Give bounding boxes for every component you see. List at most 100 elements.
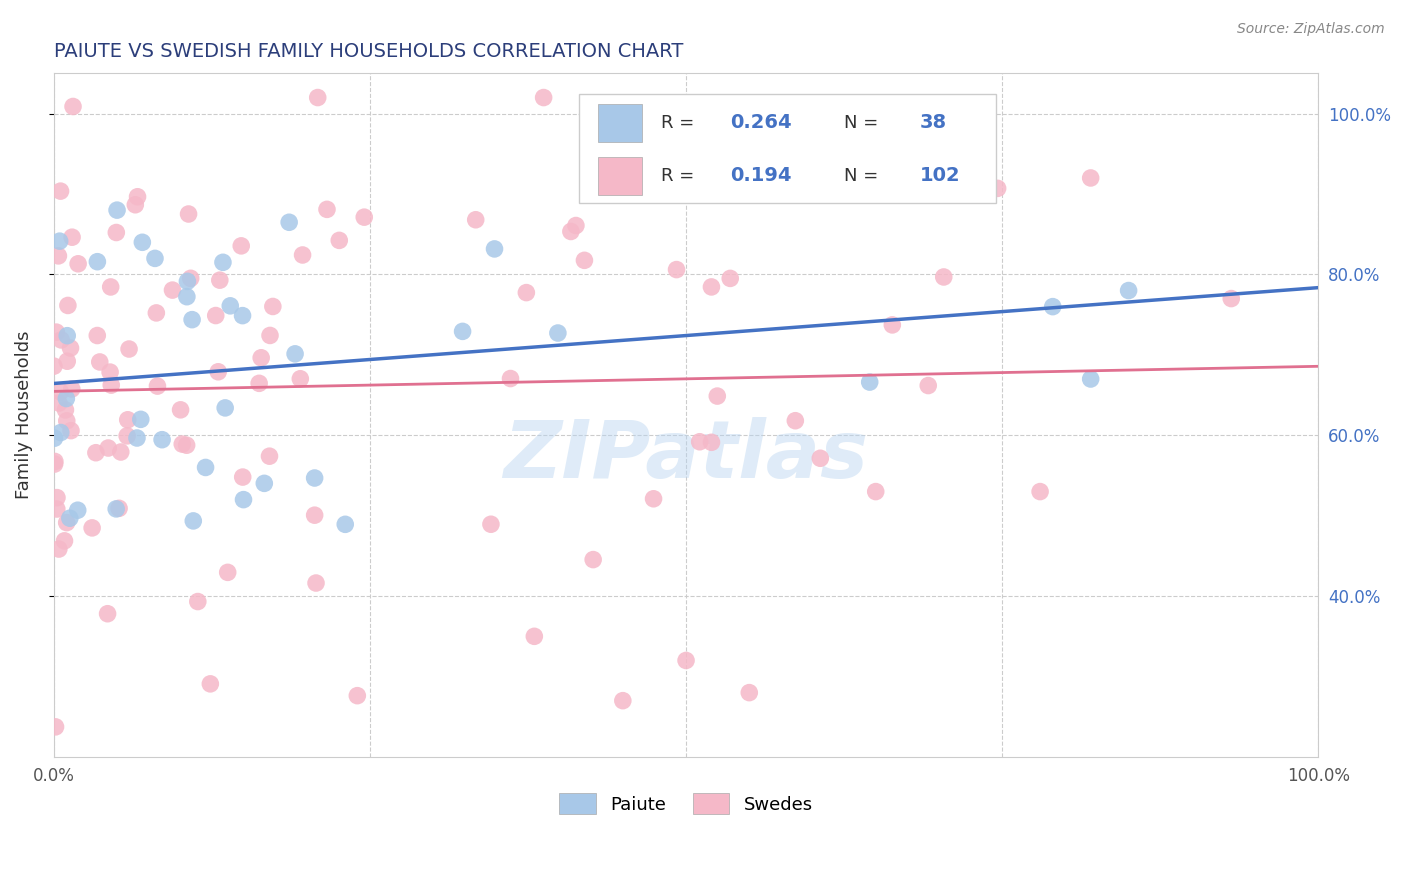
Point xyxy=(1118,284,1140,298)
Point xyxy=(718,271,741,285)
Point xyxy=(44,454,66,468)
Point xyxy=(187,594,209,608)
Point xyxy=(97,607,120,621)
Point xyxy=(125,431,148,445)
Point xyxy=(785,414,807,428)
Point xyxy=(204,309,226,323)
Point xyxy=(100,378,122,392)
Point xyxy=(479,517,502,532)
Point xyxy=(290,372,312,386)
Point xyxy=(176,274,198,288)
Point xyxy=(250,351,273,365)
Point xyxy=(105,502,128,516)
Point xyxy=(304,471,326,485)
Point xyxy=(105,203,128,218)
FancyBboxPatch shape xyxy=(598,157,641,194)
Point xyxy=(86,254,108,268)
Legend: Paiute, Swedes: Paiute, Swedes xyxy=(550,784,821,823)
Point xyxy=(700,280,723,294)
Point xyxy=(143,252,166,266)
Point xyxy=(60,382,83,396)
Point xyxy=(761,178,783,192)
Point xyxy=(48,249,70,263)
Text: R =: R = xyxy=(661,167,700,185)
Point xyxy=(259,328,281,343)
Point xyxy=(62,99,84,113)
Point xyxy=(60,230,83,244)
Point xyxy=(232,492,254,507)
Point xyxy=(172,437,194,451)
Point xyxy=(219,299,242,313)
Text: 102: 102 xyxy=(920,167,960,186)
Point xyxy=(499,371,522,385)
Point xyxy=(200,677,222,691)
Text: N =: N = xyxy=(844,114,884,132)
Text: R =: R = xyxy=(661,114,700,132)
Point xyxy=(865,484,887,499)
Point xyxy=(932,270,955,285)
Point xyxy=(560,225,582,239)
Point xyxy=(84,446,107,460)
Point xyxy=(176,290,198,304)
Point xyxy=(859,375,882,389)
Point xyxy=(612,693,634,707)
Point xyxy=(176,438,198,452)
Point xyxy=(48,234,70,248)
Point xyxy=(118,342,141,356)
Point xyxy=(55,392,77,406)
FancyBboxPatch shape xyxy=(579,94,995,203)
Point xyxy=(565,219,588,233)
Point xyxy=(180,271,202,285)
Point xyxy=(51,333,73,347)
Point xyxy=(284,347,307,361)
Point xyxy=(177,207,200,221)
Point xyxy=(808,451,831,466)
Point xyxy=(59,424,82,438)
Point xyxy=(67,257,90,271)
Point xyxy=(582,552,605,566)
Point xyxy=(212,255,235,269)
Point xyxy=(56,354,79,368)
Point xyxy=(45,502,67,516)
Point xyxy=(208,273,231,287)
Text: N =: N = xyxy=(844,167,884,185)
Point xyxy=(108,501,131,516)
Point xyxy=(533,90,555,104)
Point xyxy=(987,181,1010,195)
Point xyxy=(1029,484,1052,499)
Point xyxy=(643,491,665,506)
Point xyxy=(115,429,138,443)
Point xyxy=(89,355,111,369)
Point xyxy=(56,298,79,312)
Point xyxy=(574,253,596,268)
Point xyxy=(700,435,723,450)
Point xyxy=(98,365,121,379)
Point xyxy=(49,184,72,198)
Point xyxy=(146,379,169,393)
Point xyxy=(214,401,236,415)
Text: PAIUTE VS SWEDISH FAMILY HOUSEHOLDS CORRELATION CHART: PAIUTE VS SWEDISH FAMILY HOUSEHOLDS CORR… xyxy=(53,42,683,61)
Point xyxy=(55,414,77,428)
Point xyxy=(86,328,108,343)
Text: Source: ZipAtlas.com: Source: ZipAtlas.com xyxy=(1237,22,1385,37)
Point xyxy=(100,280,122,294)
Point xyxy=(738,685,761,699)
Point xyxy=(169,402,191,417)
Point xyxy=(259,449,281,463)
Point xyxy=(328,233,350,247)
Point xyxy=(706,389,728,403)
Point xyxy=(346,689,368,703)
Point xyxy=(194,460,217,475)
Point xyxy=(523,629,546,643)
Point xyxy=(207,365,229,379)
Point xyxy=(247,376,270,391)
Point xyxy=(484,242,506,256)
Point xyxy=(316,202,339,217)
Point xyxy=(882,318,904,332)
Point xyxy=(1042,300,1064,314)
Point xyxy=(55,403,77,417)
Point xyxy=(304,508,326,523)
Point xyxy=(66,503,89,517)
Point xyxy=(917,378,939,392)
Point xyxy=(145,306,167,320)
